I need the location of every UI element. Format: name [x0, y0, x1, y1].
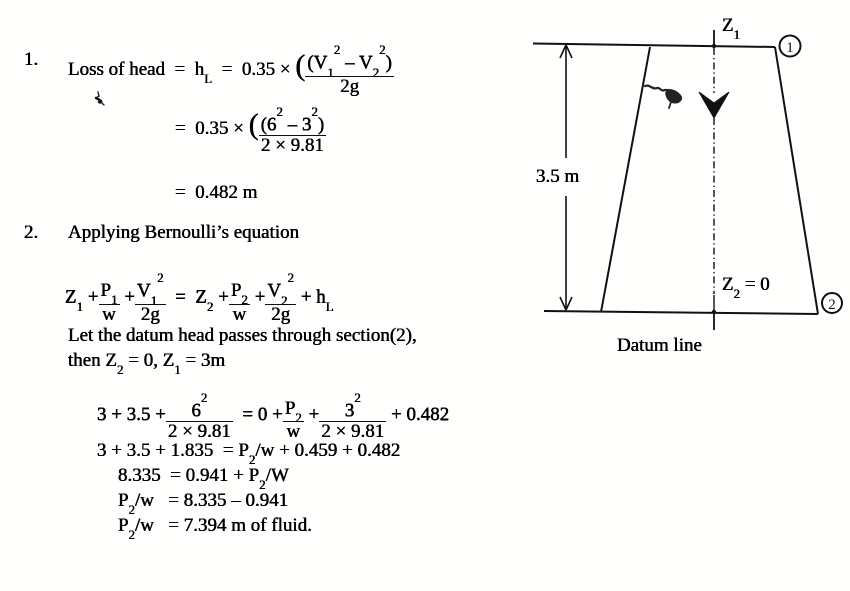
svg-text:2: 2: [828, 297, 836, 313]
svg-text:1: 1: [786, 40, 794, 56]
